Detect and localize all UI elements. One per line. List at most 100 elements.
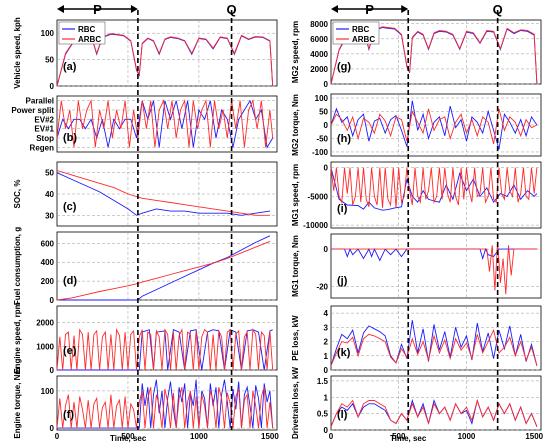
series-line-a-arbc bbox=[56, 33, 274, 87]
y-tick-label-b: Parallel bbox=[26, 97, 54, 106]
panel-label-k: (k) bbox=[337, 347, 351, 359]
panel-label-c: (c) bbox=[63, 201, 77, 213]
plot-area-j bbox=[330, 233, 542, 299]
legend-entry-g: ARBC bbox=[352, 35, 375, 44]
y-axis-label-j: MG1 torque, Nm bbox=[291, 235, 300, 297]
y-tick-label-k: 2 bbox=[324, 338, 329, 347]
x-tick-label-l: 500 bbox=[392, 432, 406, 441]
legend-entry-a: RBC bbox=[78, 25, 96, 34]
y-tick-label-i: -10000 bbox=[303, 221, 328, 230]
x-tick-label-l: 1500 bbox=[525, 432, 543, 441]
chart-panel-i: -10000 -5000 0 (i) MG1 speed, rpm bbox=[291, 161, 542, 230]
arrowhead-left-icon bbox=[331, 5, 338, 13]
y-axis-label-c: SOC, % bbox=[13, 180, 22, 209]
y-axis-label-e: Engine speed, rpm bbox=[13, 302, 22, 374]
series-line-h-rbc bbox=[330, 100, 538, 150]
chart-panel-g: 0 2000 4000 6000 8000 (g) MG2 speed, rpm bbox=[291, 19, 542, 89]
panel-label-i: (i) bbox=[337, 203, 348, 215]
y-tick-label-b: Power split bbox=[11, 106, 54, 115]
chart-panel-l: 0 0.5 1 1.5 (l) Drivetrain loss, kW bbox=[291, 367, 542, 439]
chart-panel-h: -100 -50 0 50 100 (h) MG2 torque, Nm bbox=[291, 93, 542, 157]
arrowhead-left-icon bbox=[57, 5, 64, 13]
series-line-c-arbc bbox=[56, 170, 270, 216]
x-tick-label-f: 0 bbox=[55, 432, 60, 441]
panel-label-h: (h) bbox=[337, 133, 351, 145]
y-axis-label-k: PE loss, kW bbox=[291, 315, 300, 361]
y-tick-label-a: 0 bbox=[50, 82, 55, 91]
y-tick-label-l: 1.5 bbox=[317, 377, 329, 386]
y-tick-label-e: 0 bbox=[50, 366, 55, 375]
markers-layer: PQPQ bbox=[57, 2, 503, 430]
series-line-f-arbc bbox=[56, 387, 274, 429]
panel-label-d: (d) bbox=[63, 275, 77, 287]
series-line-k-arbc bbox=[330, 328, 538, 366]
x-tick-label-l: 1000 bbox=[458, 432, 476, 441]
legend-entry-a: ARBC bbox=[78, 35, 101, 44]
y-tick-label-g: 0 bbox=[324, 80, 329, 89]
x-tick-label-f: 1000 bbox=[190, 432, 208, 441]
y-tick-label-a: 100 bbox=[41, 29, 55, 38]
series-line-h-arbc bbox=[330, 108, 538, 145]
plot-area-l bbox=[330, 375, 542, 431]
series-line-b-arbc bbox=[56, 98, 274, 148]
y-tick-label-b: EV#1 bbox=[34, 125, 54, 134]
x-tick-label-l: 0 bbox=[329, 432, 334, 441]
y-tick-label-b: Regen bbox=[30, 143, 55, 152]
y-tick-label-k: 3 bbox=[324, 323, 329, 332]
marker-label-q: Q bbox=[493, 2, 503, 17]
y-tick-label-h: -50 bbox=[316, 134, 328, 143]
y-tick-label-d: 200 bbox=[41, 277, 55, 286]
series-line-e-arbc bbox=[56, 327, 274, 371]
y-tick-label-c: 50 bbox=[45, 169, 54, 178]
y-tick-label-d: 0 bbox=[50, 296, 55, 305]
panel-label-g: (g) bbox=[337, 61, 351, 73]
x-tick-label-f: 1500 bbox=[261, 432, 279, 441]
series-line-e-rbc bbox=[57, 329, 273, 371]
y-tick-label-k: 0 bbox=[324, 366, 329, 375]
series-line-k-rbc bbox=[330, 320, 538, 366]
y-tick-label-h: -100 bbox=[312, 148, 329, 157]
x-axis-label-right: Time, sec bbox=[390, 434, 427, 443]
y-axis-label-a: Vehicle speed, kph bbox=[13, 17, 22, 89]
y-tick-label-h: 100 bbox=[315, 94, 329, 103]
marker-label-q: Q bbox=[227, 2, 237, 17]
plot-area-k bbox=[330, 305, 542, 371]
chart-panel-k: 0 1 2 3 4 (k) PE loss, kW bbox=[291, 305, 542, 375]
y-tick-label-j: -20 bbox=[316, 283, 328, 292]
y-axis-label-f: Engine torque, Nm bbox=[13, 367, 22, 438]
y-tick-label-a: 50 bbox=[45, 56, 54, 65]
y-tick-label-h: 50 bbox=[319, 108, 328, 117]
y-tick-label-g: 8000 bbox=[310, 20, 328, 29]
chart-panel-d: 0 200 400 600 (d) Fuel consumption, g bbox=[13, 227, 278, 305]
x-axis-label-left: Time, sec bbox=[110, 434, 147, 443]
panel-label-e: (e) bbox=[63, 345, 77, 357]
arrowhead-right-icon bbox=[401, 5, 409, 13]
arrowhead-right-icon bbox=[130, 5, 138, 13]
y-tick-label-g: 4000 bbox=[310, 50, 328, 59]
y-tick-label-l: 0.5 bbox=[317, 410, 329, 419]
series-line-l-arbc bbox=[330, 398, 538, 427]
y-tick-label-l: 0 bbox=[324, 426, 329, 435]
chart-panel-j: -20 0 (j) MG1 torque, Nm bbox=[291, 233, 542, 299]
y-tick-label-b: EV#2 bbox=[34, 115, 54, 124]
x-tick-label-f: 500 bbox=[121, 432, 135, 441]
series-line-f-rbc bbox=[57, 379, 274, 429]
y-tick-label-i: -5000 bbox=[308, 192, 329, 201]
chart-panel-e: 0 1000 2000 (e) Engine speed, rpm bbox=[13, 302, 278, 375]
y-tick-label-e: 2000 bbox=[36, 319, 54, 328]
y-axis-label-h: MG2 torque, Nm bbox=[291, 94, 300, 156]
panel-label-l: (l) bbox=[337, 409, 348, 421]
plot-area-d bbox=[56, 231, 278, 301]
y-tick-label-g: 2000 bbox=[310, 65, 328, 74]
series-line-d-arbc bbox=[56, 240, 271, 301]
chart-panel-a: 0 50 100 (a) Vehicle speed, kph bbox=[13, 17, 278, 91]
plot-area-i bbox=[330, 161, 542, 229]
y-tick-label-d: 600 bbox=[41, 239, 55, 248]
y-tick-label-d: 400 bbox=[41, 258, 55, 267]
y-tick-label-k: 4 bbox=[324, 309, 329, 318]
